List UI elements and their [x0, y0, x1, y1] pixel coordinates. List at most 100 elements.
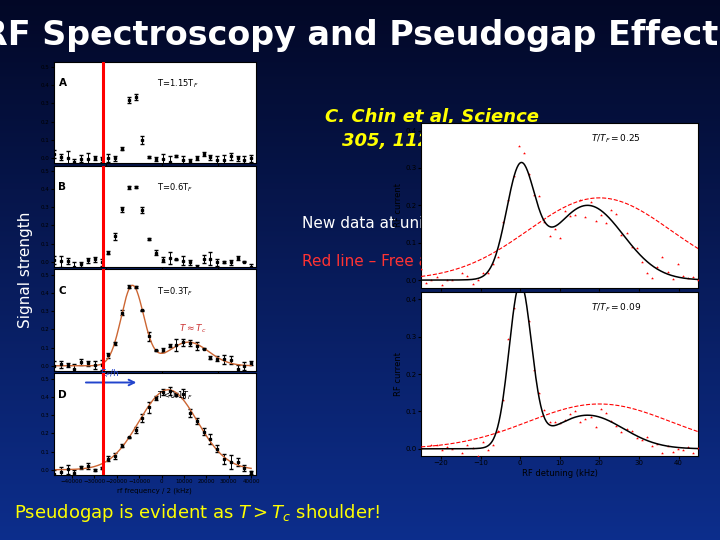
Point [446, 276, 458, 285]
Point [672, 260, 683, 268]
Point [477, 268, 489, 277]
Point [467, 443, 478, 452]
Point [647, 273, 658, 282]
Point [534, 389, 545, 397]
Text: T=0.3T$_F$: T=0.3T$_F$ [157, 286, 193, 298]
Point [683, 442, 694, 451]
Point [559, 207, 571, 215]
Point [456, 269, 468, 278]
Point [672, 445, 683, 454]
Point [647, 442, 658, 451]
Point [503, 334, 514, 343]
Point [678, 272, 689, 281]
Point [549, 225, 560, 233]
Text: T<0.1T$_F$: T<0.1T$_F$ [157, 390, 193, 402]
Point [467, 279, 478, 288]
Point [570, 407, 581, 416]
Point [420, 455, 432, 464]
Point [636, 435, 648, 444]
Point [431, 441, 442, 449]
Point [616, 231, 627, 239]
Point [472, 275, 483, 284]
Point [559, 415, 571, 424]
Text: T=0.6T$_F$: T=0.6T$_F$ [157, 182, 193, 194]
Point [688, 273, 699, 282]
Point [626, 242, 637, 251]
Point [508, 172, 519, 180]
Point [487, 441, 499, 449]
Point [436, 446, 448, 455]
Point [544, 417, 555, 426]
Point [600, 409, 612, 417]
Point [570, 210, 581, 219]
Point [415, 265, 427, 273]
X-axis label: RF detuning (kHz): RF detuning (kHz) [522, 469, 598, 478]
Point [683, 274, 694, 282]
Point [415, 443, 427, 452]
X-axis label: rf frequency / 2 (kHz): rf frequency / 2 (kHz) [117, 487, 192, 494]
Point [426, 275, 437, 284]
Point [616, 427, 627, 436]
Point [462, 441, 473, 449]
Point [631, 434, 642, 442]
Point [451, 454, 463, 463]
Text: RF Spectroscopy and Pseudogap Effects: RF Spectroscopy and Pseudogap Effects [0, 19, 720, 52]
Text: Red line – Free atom peak: Red line – Free atom peak [302, 254, 501, 269]
Point [492, 253, 504, 261]
Point [667, 447, 678, 456]
Point [539, 217, 550, 226]
Point [498, 395, 509, 404]
Point [606, 206, 617, 214]
Point [482, 269, 494, 278]
Point [590, 422, 601, 431]
Point [498, 218, 509, 226]
Text: A: A [58, 78, 66, 88]
Point [611, 210, 622, 219]
Point [575, 195, 586, 204]
Text: D: D [58, 390, 67, 400]
Point [554, 234, 566, 243]
Text: $T/T_F = 0.25$: $T/T_F = 0.25$ [592, 133, 642, 145]
Point [472, 451, 483, 460]
Y-axis label: RF current: RF current [394, 352, 403, 396]
Text: E$_F$/h: E$_F$/h [100, 367, 120, 380]
Point [642, 269, 653, 278]
Point [585, 413, 596, 422]
Point [426, 441, 437, 449]
Point [575, 418, 586, 427]
Point [636, 258, 648, 266]
Point [688, 449, 699, 457]
Point [662, 442, 673, 450]
Point [621, 229, 632, 238]
Point [528, 366, 540, 375]
Point [580, 415, 591, 423]
Point [554, 418, 566, 427]
Point [580, 212, 591, 221]
Point [518, 285, 530, 294]
Point [451, 287, 463, 296]
Text: Pseudogap is evident as $T > T_c$ shoulder!: Pseudogap is evident as $T > T_c$ should… [14, 502, 381, 524]
Point [657, 449, 668, 457]
Point [487, 260, 499, 268]
Point [441, 276, 453, 285]
Point [528, 191, 540, 200]
Point [652, 439, 663, 448]
Point [590, 217, 601, 226]
Point [513, 269, 524, 278]
Point [642, 433, 653, 442]
Point [564, 212, 576, 221]
Point [657, 252, 668, 261]
Point [595, 405, 607, 414]
Text: New data at unitarity from Grimm: New data at unitarity from Grimm [302, 216, 562, 231]
Point [549, 417, 560, 426]
Text: C. Chin et al, Science
305, 1128 (2004).: C. Chin et al, Science 305, 1128 (2004). [325, 108, 539, 150]
Point [662, 268, 673, 276]
Point [513, 141, 524, 150]
Text: $T \approx T_c$: $T \approx T_c$ [179, 322, 207, 335]
Point [482, 446, 494, 455]
Point [595, 211, 607, 219]
Text: C: C [58, 286, 66, 296]
Text: T=1.15T$_F$: T=1.15T$_F$ [157, 78, 199, 90]
Y-axis label: RF current: RF current [394, 184, 403, 227]
Point [441, 443, 453, 451]
